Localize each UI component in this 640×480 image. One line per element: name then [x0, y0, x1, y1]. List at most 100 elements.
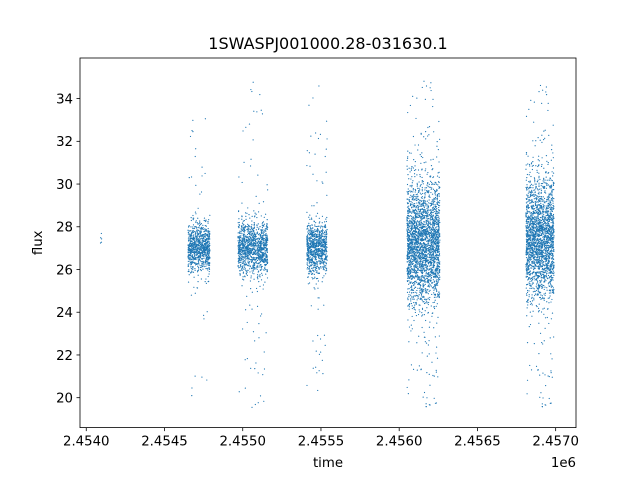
data-point [428, 299, 430, 301]
data-point [431, 221, 434, 223]
data-point [192, 219, 194, 221]
data-point [251, 256, 253, 259]
data-point [428, 199, 430, 201]
data-point [240, 251, 243, 253]
data-point [243, 257, 246, 259]
data-point [255, 229, 258, 231]
data-point [323, 246, 326, 248]
data-point [413, 194, 415, 196]
data-point [249, 280, 251, 282]
data-point [418, 245, 420, 248]
data-point [194, 242, 196, 244]
data-point [195, 237, 197, 239]
data-point [261, 313, 263, 315]
data-point [326, 216, 328, 219]
data-point [208, 268, 211, 270]
data-point [411, 190, 413, 192]
data-point [266, 255, 268, 258]
data-point [414, 195, 416, 197]
data-point [208, 232, 210, 234]
data-point [310, 248, 312, 251]
data-point [250, 251, 252, 253]
data-point [250, 245, 252, 247]
data-point [427, 289, 429, 291]
data-point [430, 159, 432, 161]
data-point [245, 273, 247, 275]
data-point [207, 262, 209, 264]
data-point [438, 296, 440, 299]
data-point [420, 251, 423, 253]
data-point [421, 227, 423, 229]
data-point [260, 240, 262, 242]
data-point [191, 245, 193, 247]
data-point [190, 249, 192, 251]
data-point [438, 212, 440, 215]
data-point [252, 81, 254, 83]
data-point [416, 265, 418, 267]
data-point [436, 212, 438, 215]
data-point [428, 195, 430, 198]
data-point [242, 256, 244, 258]
data-point [192, 229, 194, 232]
data-point [251, 90, 253, 93]
data-point [251, 243, 253, 246]
data-point [313, 231, 315, 234]
data-point [200, 269, 202, 272]
data-point [408, 379, 410, 381]
data-point [435, 281, 438, 283]
data-point [310, 237, 312, 239]
data-point [309, 246, 311, 248]
data-point [264, 246, 267, 249]
data-point [257, 249, 259, 251]
data-point [313, 221, 315, 223]
data-point [258, 252, 260, 254]
data-point [309, 268, 311, 270]
data-point [246, 321, 248, 324]
data-point [317, 265, 319, 267]
data-point [252, 247, 254, 249]
data-point [423, 302, 426, 305]
data-point [418, 235, 420, 237]
data-point [312, 261, 315, 263]
data-point [435, 208, 437, 211]
data-point [325, 251, 327, 253]
data-point [255, 362, 257, 364]
data-point [261, 234, 263, 237]
data-point [193, 250, 195, 252]
data-point [263, 231, 265, 233]
data-point [421, 247, 424, 249]
data-point [425, 168, 427, 170]
data-point [325, 120, 328, 122]
data-point [425, 258, 427, 260]
data-point [239, 273, 241, 275]
data-point [433, 284, 436, 286]
data-point [310, 259, 313, 261]
data-point [252, 139, 254, 141]
data-point [325, 270, 327, 272]
data-point [319, 239, 321, 241]
data-point [412, 195, 414, 197]
data-point [239, 244, 242, 246]
data-point [317, 239, 319, 241]
data-point [259, 266, 261, 268]
data-point [251, 308, 253, 310]
data-point [265, 263, 268, 266]
data-point [423, 270, 426, 272]
data-point [420, 205, 422, 207]
data-point [427, 276, 430, 278]
data-point [254, 267, 256, 269]
data-point [408, 294, 410, 296]
data-point [426, 200, 428, 202]
data-point [251, 268, 253, 270]
data-points [99, 80, 555, 408]
data-point [434, 336, 436, 338]
data-point [248, 123, 251, 125]
data-point [309, 236, 311, 239]
data-point [249, 232, 251, 234]
data-point [260, 254, 262, 256]
data-point [266, 270, 268, 272]
data-point [320, 238, 322, 240]
data-point [408, 306, 410, 308]
data-point [421, 287, 423, 290]
data-point [324, 248, 326, 251]
